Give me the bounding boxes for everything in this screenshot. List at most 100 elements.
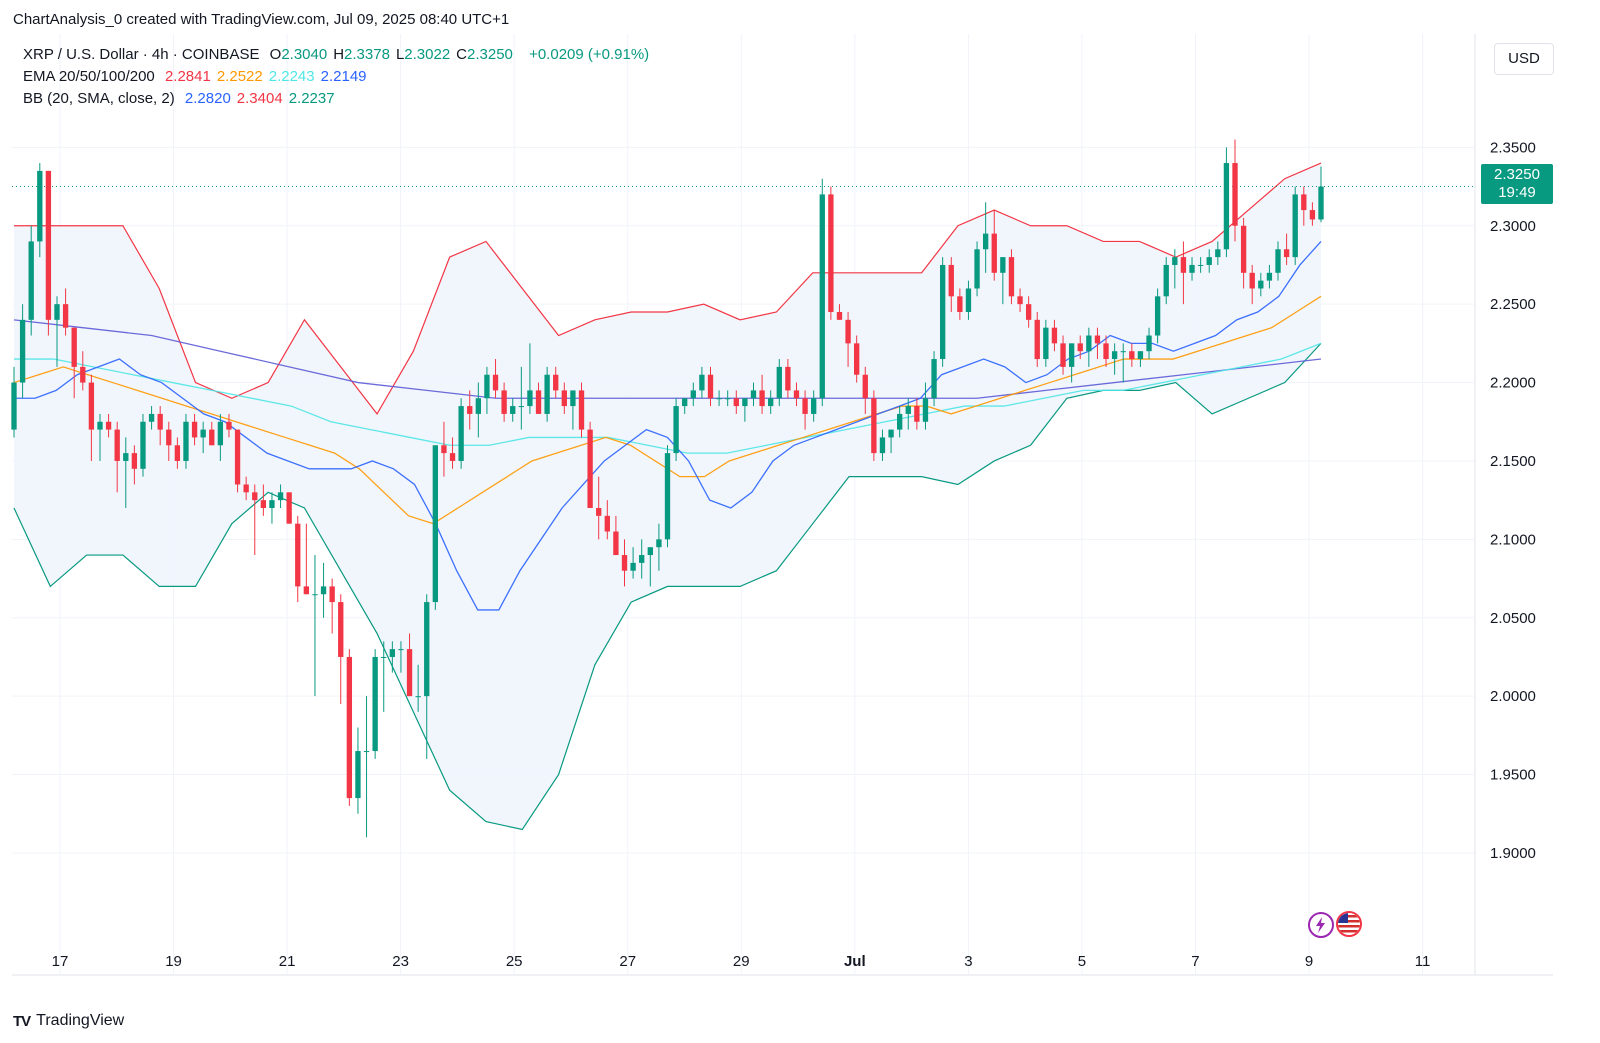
candle-body: [1258, 280, 1264, 289]
candle: [252, 484, 258, 556]
candle: [587, 421, 593, 508]
candle-body: [1120, 351, 1126, 353]
candle-body: [613, 531, 619, 556]
candle: [449, 437, 456, 469]
candle: [1275, 241, 1281, 281]
candle: [28, 225, 34, 336]
candle-body: [226, 421, 232, 430]
candle-body: [793, 390, 800, 399]
tradingview-logo[interactable]: TV TradingView: [13, 1012, 124, 1030]
x-tick-label: 21: [279, 953, 296, 970]
x-tick-label: Jul: [844, 953, 866, 970]
candle: [647, 547, 653, 587]
candle: [1025, 296, 1032, 328]
candle: [1215, 241, 1221, 265]
candle-body: [664, 453, 671, 540]
bb-legend[interactable]: BB (20, SMA, close, 2) 2.2820 2.3404 2.223…: [23, 90, 347, 107]
bb-label: BB (20, SMA, close, 2): [23, 90, 175, 107]
candle-body: [260, 500, 267, 508]
candle-body: [80, 366, 86, 383]
candle: [320, 562, 327, 618]
candle-body: [140, 421, 146, 469]
candle-body: [750, 390, 757, 399]
candle: [931, 351, 937, 407]
candle: [673, 398, 679, 461]
candle-body: [1068, 343, 1075, 367]
candle-body: [690, 390, 696, 399]
candle: [1086, 327, 1092, 367]
candle: [277, 484, 284, 508]
candle: [664, 445, 671, 548]
candle-body: [914, 406, 920, 422]
y-tick-label: 2.3000: [1490, 218, 1536, 235]
candle-body: [699, 374, 705, 391]
currency-button[interactable]: USD: [1494, 43, 1554, 75]
candle: [209, 421, 215, 446]
candle: [174, 437, 181, 469]
candle: [759, 374, 765, 414]
candle-body: [785, 366, 791, 391]
candle-body: [656, 539, 662, 548]
candle-body: [1275, 249, 1281, 273]
candle: [389, 641, 396, 673]
candle: [553, 366, 559, 399]
candle-body: [1086, 335, 1092, 352]
candle: [1249, 264, 1255, 305]
candle-body: [1163, 264, 1169, 297]
us-flag-icon[interactable]: [1336, 911, 1362, 937]
candle-body: [1301, 194, 1307, 211]
candle: [1180, 241, 1187, 305]
candle-body: [647, 547, 653, 556]
candle: [716, 390, 722, 407]
ohlc-value-O: 2.3040: [281, 46, 328, 63]
ema-200-line: [13, 319, 1322, 399]
candle-body: [965, 288, 972, 312]
candle: [1043, 319, 1049, 367]
candle: [1232, 139, 1238, 242]
candle: [432, 445, 439, 610]
candle: [982, 202, 989, 273]
candle-body: [88, 382, 95, 430]
candle-body: [252, 492, 258, 501]
lightning-icon[interactable]: [1308, 912, 1334, 938]
candle: [879, 429, 886, 461]
bar-countdown: 19:49: [1498, 184, 1536, 201]
candle-body: [1017, 296, 1023, 305]
candle: [191, 413, 198, 446]
candle: [441, 421, 447, 477]
candle-body: [338, 602, 344, 657]
candle-body: [37, 170, 43, 242]
x-tick-label: 27: [619, 953, 636, 970]
candle: [303, 523, 310, 595]
candle-body: [398, 649, 404, 651]
candle-body: [733, 398, 739, 407]
candle-body: [105, 421, 112, 430]
candle-body: [1283, 249, 1290, 258]
candle-body: [114, 429, 120, 461]
candle-body: [682, 398, 688, 407]
candle-body: [836, 312, 843, 320]
candle-body: [948, 264, 954, 297]
candle: [725, 390, 731, 407]
candle: [131, 445, 138, 485]
candle: [19, 304, 26, 399]
candle: [811, 390, 817, 422]
candle-body: [286, 492, 292, 524]
candle: [243, 476, 249, 501]
candle: [226, 413, 232, 438]
candle: [1034, 312, 1040, 367]
candle-body: [329, 586, 335, 603]
candle: [862, 366, 868, 414]
candle: [776, 359, 782, 407]
candle-body: [424, 602, 430, 697]
candle: [346, 649, 353, 806]
candle: [312, 555, 318, 697]
ohlc-value-L: 2.3022: [404, 46, 451, 63]
candle: [596, 476, 602, 540]
candle: [329, 578, 335, 634]
candle-body: [1077, 343, 1083, 352]
y-tick-label: 2.2500: [1490, 296, 1536, 313]
ema-legend[interactable]: EMA 20/50/100/200 2.2841 2.2522 2.2243 2.21…: [23, 68, 379, 85]
candle-body: [1043, 327, 1049, 360]
